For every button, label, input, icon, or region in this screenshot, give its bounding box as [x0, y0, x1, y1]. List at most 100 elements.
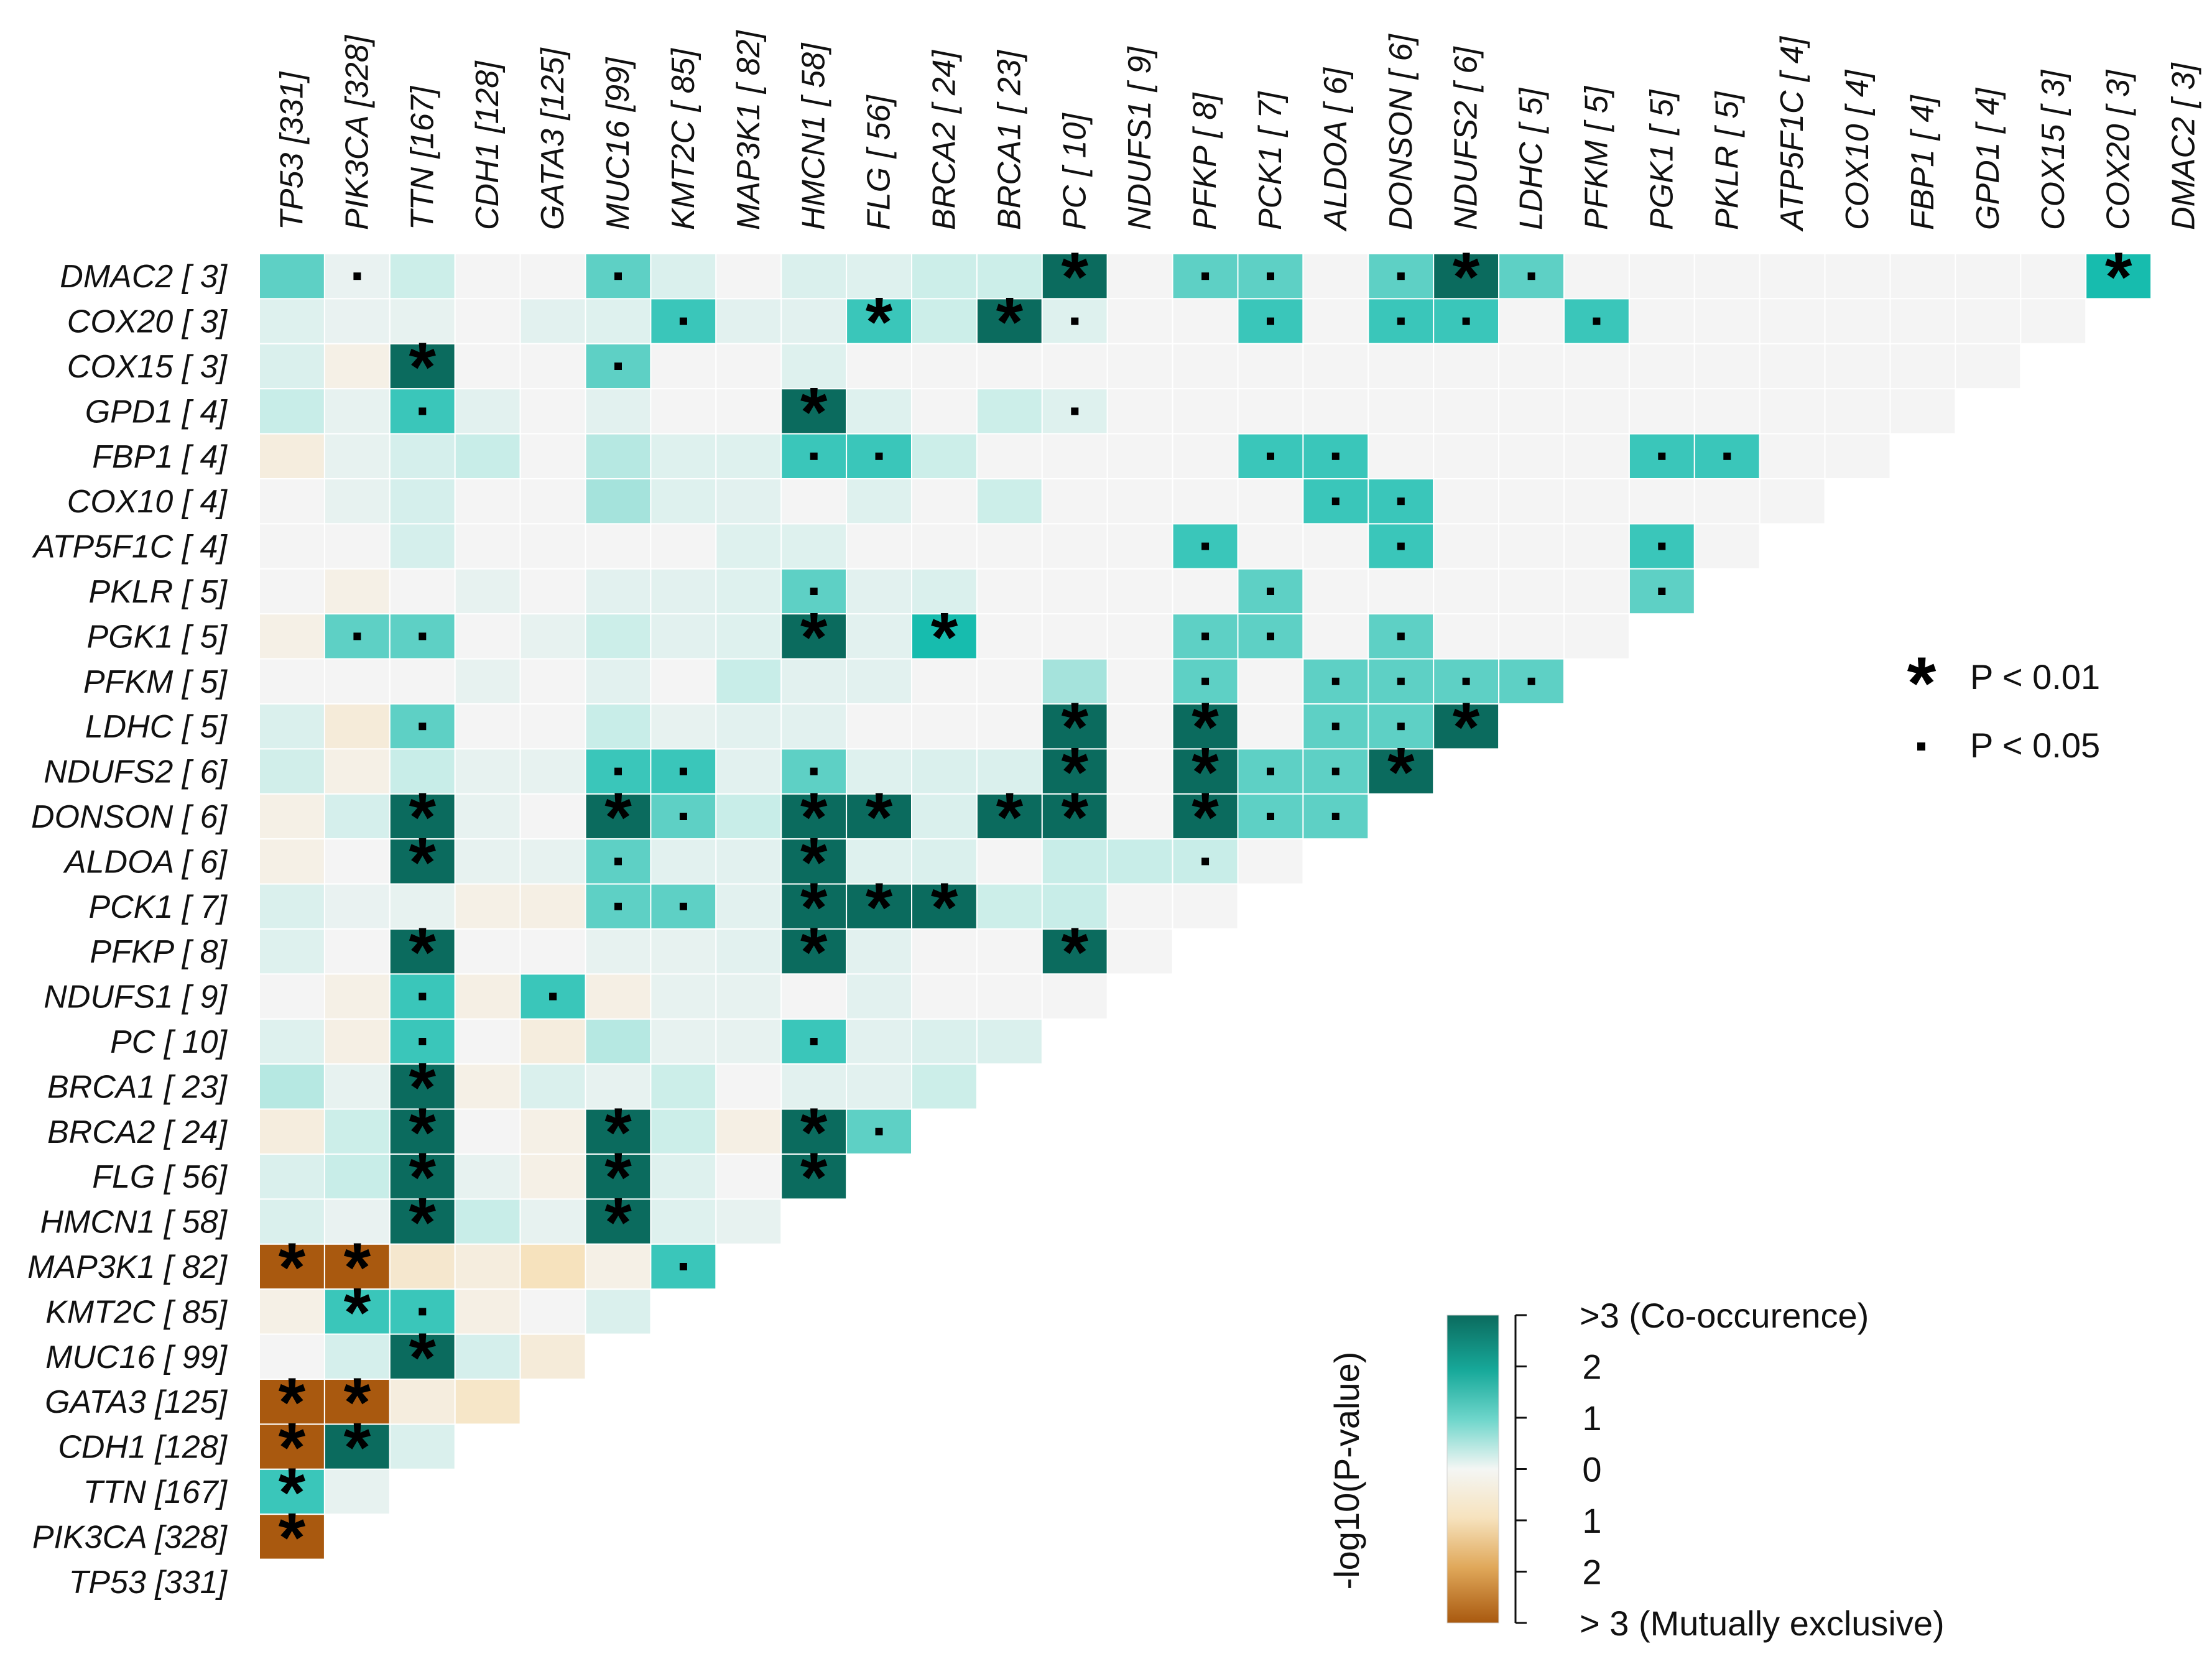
heatmap-cell	[1367, 388, 1435, 435]
heatmap-cell	[650, 1198, 717, 1245]
significance-dot	[1267, 767, 1274, 775]
heatmap-cell	[1628, 388, 1695, 435]
heatmap-cell	[519, 748, 586, 795]
significance-star: *	[344, 1229, 371, 1306]
column-label: BRCA1 [ 23]	[991, 49, 1027, 230]
heatmap-cell	[323, 748, 391, 795]
significance-dot	[1331, 813, 1340, 820]
significance-dot	[810, 588, 818, 595]
significance-star: *	[800, 373, 828, 451]
heatmap-cell	[259, 748, 325, 795]
significance-star: *	[800, 823, 828, 901]
heatmap-cell	[846, 883, 912, 930]
significance-star: *	[279, 1409, 306, 1487]
heatmap-cell	[323, 388, 391, 435]
heatmap-cell	[585, 1018, 652, 1065]
row-label: MAP3K1 [ 82]	[27, 1249, 228, 1285]
row-label: MUC16 [ 99]	[45, 1339, 228, 1375]
heatmap-cell	[519, 793, 586, 840]
heatmap-cell	[1106, 478, 1173, 525]
heatmap-cell	[519, 298, 586, 344]
heatmap-cell	[911, 343, 978, 390]
significance-dot	[1201, 857, 1210, 866]
heatmap-cell	[1628, 343, 1695, 390]
column-label: LDHC [ 5]	[1514, 87, 1550, 230]
heatmap-cells	[259, 253, 2152, 1560]
heatmap-cell	[715, 343, 782, 390]
heatmap-cell	[1563, 568, 1630, 615]
significance-dot	[679, 317, 687, 325]
heatmap-cell	[519, 1243, 586, 1290]
significance-dot	[1267, 632, 1274, 640]
significance-star: *	[409, 913, 437, 991]
heatmap-cell	[1041, 523, 1108, 570]
heatmap-cell	[1498, 613, 1565, 660]
significance-dot	[810, 452, 818, 460]
heatmap-cell	[323, 478, 391, 525]
significance-dot	[1462, 677, 1470, 685]
column-label: COX10 [ 4]	[1839, 69, 1876, 230]
significance-star: *	[1062, 238, 1089, 316]
heatmap-cell	[650, 1153, 717, 1200]
heatmap-cell	[519, 253, 586, 300]
heatmap-cell	[911, 1063, 978, 1110]
significance-star: *	[1192, 688, 1219, 766]
heatmap-cell	[1628, 478, 1695, 525]
significance-star: *	[409, 1048, 437, 1126]
column-label: FBP1 [ 4]	[1905, 95, 1941, 230]
heatmap-cell	[1237, 523, 1304, 570]
row-label: ATP5F1C [ 4]	[32, 529, 228, 565]
heatmap-cell	[1693, 298, 1761, 344]
heatmap-cell	[1498, 343, 1565, 390]
heatmap-cell	[323, 1243, 391, 1290]
heatmap-cell	[846, 703, 912, 750]
heatmap-cell	[1106, 838, 1173, 885]
heatmap-cell	[1824, 253, 1891, 300]
heatmap-cell	[780, 883, 848, 930]
column-label: ALDOA [ 6]	[1318, 67, 1354, 232]
heatmap-cell	[323, 1153, 391, 1200]
heatmap-cell	[454, 253, 521, 300]
significance-dot	[419, 992, 427, 1000]
significance-dot	[1397, 677, 1405, 685]
heatmap-cell	[519, 613, 586, 660]
row-label: HMCN1 [ 58]	[40, 1204, 228, 1241]
heatmap-cell	[585, 568, 652, 615]
heatmap-cell	[715, 1063, 782, 1110]
heatmap-cell	[259, 388, 325, 435]
heatmap-cell	[389, 568, 456, 615]
significance-dot	[1527, 272, 1535, 280]
heatmap-cell	[1759, 388, 1826, 435]
column-label: MUC16 [99]	[600, 57, 636, 230]
significance-star: *	[604, 1184, 632, 1262]
significance-star: *	[800, 1139, 828, 1216]
significance-dot	[1658, 542, 1666, 550]
significance-star: *	[996, 779, 1024, 856]
heatmap-cell	[780, 1153, 848, 1200]
heatmap-cell	[323, 343, 391, 390]
heatmap-cell	[911, 433, 978, 479]
significance-dot	[1071, 407, 1079, 415]
heatmap-cell	[1172, 343, 1239, 390]
heatmap-cell	[1693, 523, 1761, 570]
row-label: PFKP [ 8]	[90, 934, 228, 970]
heatmap-cell	[1563, 388, 1630, 435]
heatmap-cell	[1106, 388, 1173, 435]
heatmap-cell	[519, 388, 586, 435]
heatmap-cell	[715, 928, 782, 975]
heatmap-cell	[1302, 298, 1369, 344]
legend-tick-label: >3 (Co-occurence)	[1580, 1296, 1869, 1335]
heatmap-cell	[976, 568, 1043, 615]
heatmap-cell	[259, 793, 325, 840]
significance-star: *	[1387, 734, 1415, 811]
row-label: ALDOA [ 6]	[63, 844, 228, 880]
heatmap-cell	[585, 793, 652, 840]
heatmap-cell	[650, 703, 717, 750]
heatmap-cell	[1106, 928, 1173, 975]
heatmap-cell	[1433, 523, 1500, 570]
heatmap-cell	[780, 298, 848, 344]
heatmap-cell	[585, 1108, 652, 1155]
heatmap-cell	[715, 1198, 782, 1245]
heatmap-cell	[259, 973, 325, 1020]
heatmap-cell	[1106, 658, 1173, 705]
